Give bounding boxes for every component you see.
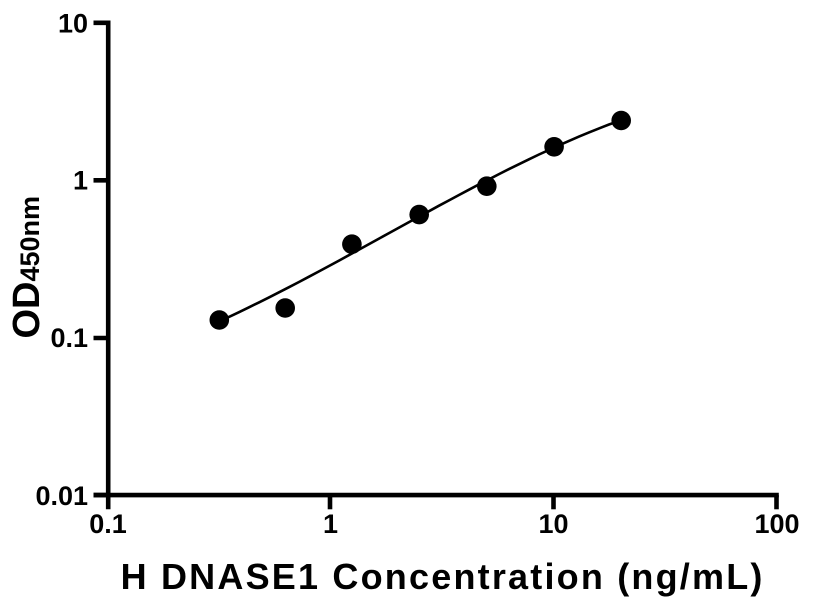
- svg-text:OD450nm: OD450nm: [6, 196, 48, 339]
- svg-text:0.01: 0.01: [35, 481, 88, 511]
- svg-text:0.1: 0.1: [89, 509, 127, 539]
- svg-text:1: 1: [73, 166, 88, 196]
- svg-text:10: 10: [58, 9, 88, 39]
- svg-text:0.1: 0.1: [50, 323, 88, 353]
- svg-text:H DNASE1 Concentration (ng/mL): H DNASE1 Concentration (ng/mL): [121, 556, 765, 597]
- svg-text:10: 10: [538, 509, 568, 539]
- svg-text:100: 100: [754, 509, 799, 539]
- svg-text:1: 1: [323, 509, 338, 539]
